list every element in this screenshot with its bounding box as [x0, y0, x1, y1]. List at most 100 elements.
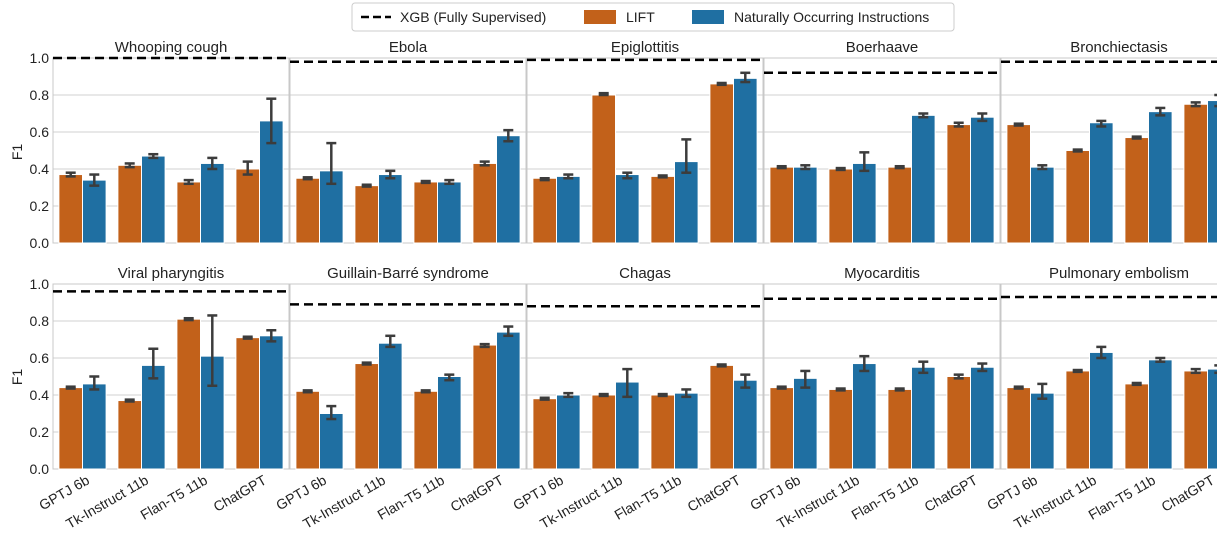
- panel-ebola: Ebola: [289, 39, 527, 244]
- panel-title: Pulmonary embolism: [1049, 265, 1189, 282]
- bar-noi: [1030, 166, 1055, 244]
- bar-lift: [1124, 383, 1150, 470]
- panel-epiglottitis: Epiglottitis: [526, 39, 764, 244]
- bar-lift: [1006, 124, 1032, 244]
- bar-noi: [1207, 368, 1217, 470]
- bar-lift: [295, 390, 320, 470]
- panel-boerhaave: Boerhaave: [763, 39, 1001, 244]
- bar-noi: [852, 162, 877, 244]
- bar-noi: [911, 114, 936, 244]
- bar-lift: [58, 174, 84, 244]
- bar-noi: [615, 174, 640, 244]
- bar-lift: [176, 318, 201, 470]
- bar-lift: [650, 175, 676, 244]
- panel-frame: [526, 283, 764, 470]
- panel-title: Myocarditis: [844, 265, 920, 282]
- bar-noi: [141, 155, 166, 244]
- bar-noi: [793, 166, 818, 244]
- legend-noi-label: Naturally Occurring Instructions: [734, 9, 929, 25]
- bar-lift: [946, 376, 972, 470]
- bar-noi: [733, 77, 758, 244]
- y-tick-label: 0.6: [30, 124, 50, 140]
- bar-lift: [1006, 387, 1032, 470]
- panel-title: Whooping cough: [115, 39, 228, 56]
- bar-noi: [733, 379, 758, 470]
- bar-lift: [591, 394, 617, 470]
- y-tick-label: 0.2: [30, 198, 50, 214]
- bar-lift: [650, 394, 676, 470]
- bar-noi: [437, 181, 462, 244]
- bar-lift: [769, 387, 795, 470]
- bar-noi: [200, 162, 225, 244]
- panel-title: Boerhaave: [846, 39, 919, 56]
- bar-noi: [1089, 122, 1114, 244]
- bar-lift: [117, 164, 143, 244]
- panel-bronchiectasis: Bronchiectasis: [1000, 39, 1217, 244]
- bar-lift: [354, 363, 379, 470]
- y-tick-label: 0.0: [30, 461, 50, 477]
- y-tick-label: 0.0: [30, 235, 50, 251]
- bar-noi: [793, 377, 818, 470]
- bar-noi: [1148, 359, 1173, 470]
- bar-noi: [496, 135, 521, 244]
- panel-frame: [763, 283, 1001, 470]
- bar-lift: [413, 390, 438, 470]
- bar-noi: [556, 394, 581, 470]
- y-axis-label-row2: F1: [9, 369, 25, 386]
- bar-noi: [970, 116, 995, 244]
- bar-lift: [946, 124, 972, 244]
- panel-frame: [763, 57, 1001, 244]
- y-tick-label: 0.8: [30, 313, 50, 329]
- legend-baseline-label: XGB (Fully Supervised): [400, 9, 546, 25]
- legend-noi-swatch: [692, 10, 724, 24]
- bar-noi: [556, 175, 581, 244]
- bar-lift: [828, 388, 854, 470]
- x-tick-label: Flan-T5 11b: [612, 472, 685, 523]
- panel-viral-pharyngitis: Viral pharyngitis0.00.20.40.60.81.0GPTJ …: [30, 265, 290, 532]
- panel-frame: [1000, 283, 1217, 470]
- x-tick-label: Flan-T5 11b: [1086, 472, 1159, 523]
- bar-lift: [472, 162, 497, 244]
- panel-title: Viral pharyngitis: [118, 265, 224, 282]
- bar-lift: [887, 388, 913, 470]
- y-tick-label: 0.4: [30, 387, 50, 403]
- bar-lift: [1183, 103, 1209, 244]
- bar-noi: [82, 179, 107, 244]
- panel-title: Chagas: [619, 265, 671, 282]
- panel-whooping-cough: Whooping cough 0.0 0.2 0.4 0.6 0.8 1.0: [30, 39, 290, 251]
- panel-title: Bronchiectasis: [1070, 39, 1168, 56]
- panel-title: Epiglottitis: [611, 39, 679, 56]
- bar-lift: [709, 83, 735, 244]
- bar-noi: [378, 174, 403, 244]
- y-tick-label: 0.8: [30, 87, 50, 103]
- panel-title: Guillain-Barré syndrome: [327, 265, 489, 282]
- bar-lift: [591, 94, 617, 244]
- bar-lift: [58, 387, 84, 470]
- bar-lift: [532, 177, 558, 244]
- y-axis-label-row1: F1: [9, 144, 25, 161]
- bar-noi: [1089, 351, 1114, 470]
- bar-noi: [437, 376, 462, 470]
- bar-noi: [378, 342, 403, 470]
- bar-lift: [413, 181, 438, 244]
- x-tick-label: Flan-T5 11b: [375, 472, 448, 523]
- x-tick-label: ChatGPT: [1158, 472, 1217, 515]
- bar-noi: [1207, 100, 1217, 244]
- bar-noi: [970, 366, 995, 470]
- panels: Whooping cough 0.0 0.2 0.4 0.6 0.8 1.0 Ebola Epi…: [30, 39, 1217, 532]
- bar-noi: [674, 392, 699, 470]
- bar-lift: [532, 398, 558, 470]
- bar-noi: [1030, 392, 1055, 470]
- legend: XGB (Fully Supervised) LIFT Naturally Oc…: [351, 2, 955, 32]
- panel-frame: [526, 57, 764, 244]
- legend-frame: [351, 2, 955, 32]
- panel-frame: [52, 283, 290, 470]
- bar-noi: [911, 366, 936, 470]
- bar-lift: [117, 400, 143, 470]
- y-axis-labels: F1 F1: [9, 144, 25, 386]
